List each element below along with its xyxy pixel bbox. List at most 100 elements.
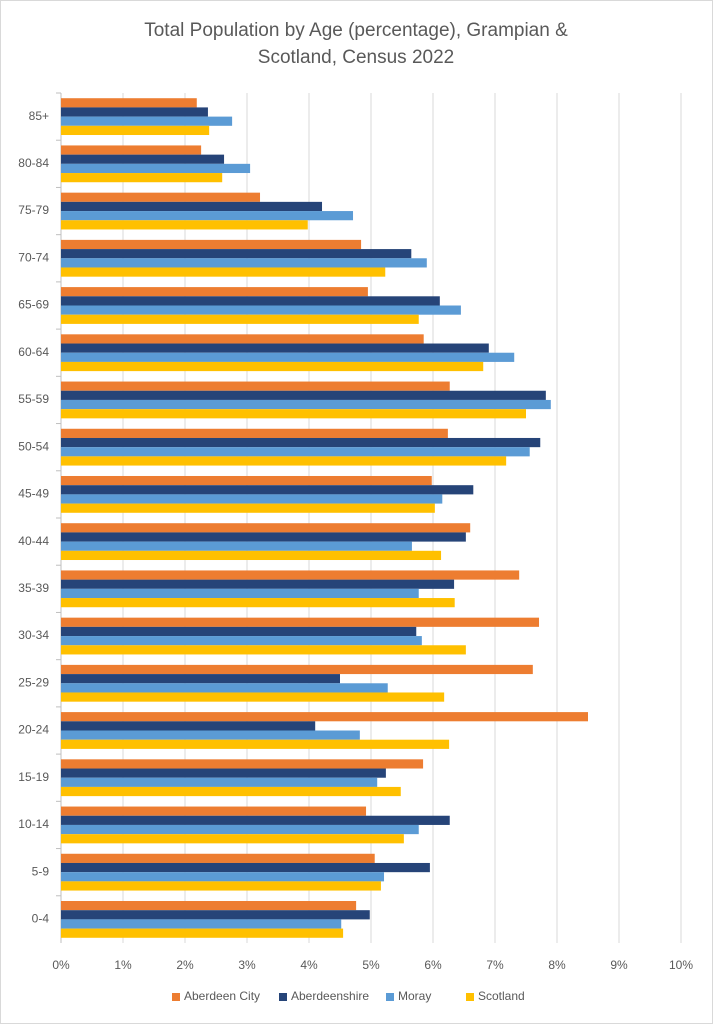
bar — [61, 145, 202, 155]
bar — [61, 267, 386, 277]
x-tick-label: 0% — [52, 958, 70, 972]
bar — [61, 296, 440, 306]
bar — [61, 361, 484, 372]
y-tick-label: 30-34 — [18, 628, 49, 642]
legend-label: Moray — [398, 989, 431, 1003]
legend-swatch — [172, 993, 180, 1001]
chart-title: Scotland, Census 2022 — [258, 47, 454, 68]
y-tick-label: 80-84 — [18, 156, 49, 170]
y-tick-label: 45-49 — [18, 487, 49, 501]
bar — [61, 598, 455, 608]
bar — [61, 910, 370, 920]
bar — [61, 220, 308, 230]
bar — [61, 759, 424, 769]
bar — [61, 211, 354, 221]
bar — [61, 154, 225, 164]
bar — [61, 125, 210, 136]
y-tick-label: 65-69 — [18, 298, 49, 312]
bar — [61, 409, 526, 419]
x-tick-label: 3% — [238, 958, 256, 972]
bar — [61, 721, 316, 731]
y-tick-label: 15-19 — [18, 770, 49, 784]
bar — [61, 163, 251, 174]
bar — [61, 570, 520, 580]
y-tick-label: 85+ — [29, 109, 49, 123]
bar — [61, 523, 471, 533]
x-tick-label: 2% — [176, 958, 194, 972]
legend-swatch — [386, 993, 394, 1001]
bar — [61, 314, 419, 324]
bar — [61, 739, 450, 749]
bar — [61, 399, 551, 410]
bar — [61, 862, 430, 873]
bar — [61, 550, 442, 561]
bar — [61, 853, 375, 863]
bar — [61, 692, 445, 702]
bar — [61, 541, 412, 551]
bar — [61, 683, 388, 693]
bar — [61, 192, 261, 202]
bar — [61, 381, 450, 391]
y-tick-label: 60-64 — [18, 345, 49, 359]
x-tick-label: 1% — [114, 958, 132, 972]
legend-label: Aberdeen City — [184, 989, 260, 1003]
x-tick-label: 8% — [548, 958, 566, 972]
bar — [61, 258, 427, 268]
bar — [61, 617, 540, 627]
x-tick-label: 7% — [486, 958, 504, 972]
legend-swatch — [279, 993, 287, 1001]
x-tick-label: 4% — [300, 958, 318, 972]
bar — [61, 674, 340, 684]
bar — [61, 806, 367, 816]
bar — [61, 437, 541, 448]
bar — [61, 503, 435, 513]
bar — [61, 777, 378, 787]
y-tick-label: 5-9 — [32, 864, 50, 878]
legend-swatch — [466, 993, 474, 1001]
y-tick-label: 75-79 — [18, 203, 49, 217]
y-tick-label: 25-29 — [18, 675, 49, 689]
bar — [61, 834, 404, 844]
bar — [61, 626, 417, 637]
y-tick-label: 70-74 — [18, 250, 49, 264]
x-tick-label: 9% — [610, 958, 628, 972]
legend-label: Scotland — [478, 989, 525, 1003]
bar — [61, 305, 461, 315]
bar — [61, 475, 432, 486]
y-tick-label: 0-4 — [32, 912, 50, 926]
bar — [61, 201, 323, 212]
bar — [61, 645, 466, 655]
bar — [61, 447, 530, 457]
bar — [61, 390, 546, 400]
y-tick-label: 50-54 — [18, 439, 49, 453]
bar — [61, 98, 197, 108]
chart-title: Total Population by Age (percentage), Gr… — [144, 20, 568, 41]
x-tick-label: 6% — [424, 958, 442, 972]
bar — [61, 287, 368, 297]
bar — [61, 900, 357, 911]
bar — [61, 343, 489, 353]
bar — [61, 730, 360, 740]
bar — [61, 352, 515, 362]
bar — [61, 579, 455, 589]
bar — [61, 919, 342, 929]
y-tick-label: 20-24 — [18, 723, 49, 737]
bar — [61, 249, 412, 259]
bar — [61, 173, 223, 183]
bar — [61, 881, 381, 891]
bar — [61, 239, 362, 250]
bar — [61, 872, 385, 882]
bar — [61, 107, 208, 117]
x-tick-label: 10% — [669, 958, 693, 972]
bar — [61, 116, 233, 126]
y-tick-label: 35-39 — [18, 581, 49, 595]
bar — [61, 815, 450, 825]
bar — [61, 636, 422, 646]
bar — [61, 494, 443, 504]
bar — [61, 768, 386, 778]
y-tick-label: 55-59 — [18, 392, 49, 406]
bar — [61, 712, 588, 722]
x-tick-label: 5% — [362, 958, 380, 972]
y-tick-label: 40-44 — [18, 534, 49, 548]
